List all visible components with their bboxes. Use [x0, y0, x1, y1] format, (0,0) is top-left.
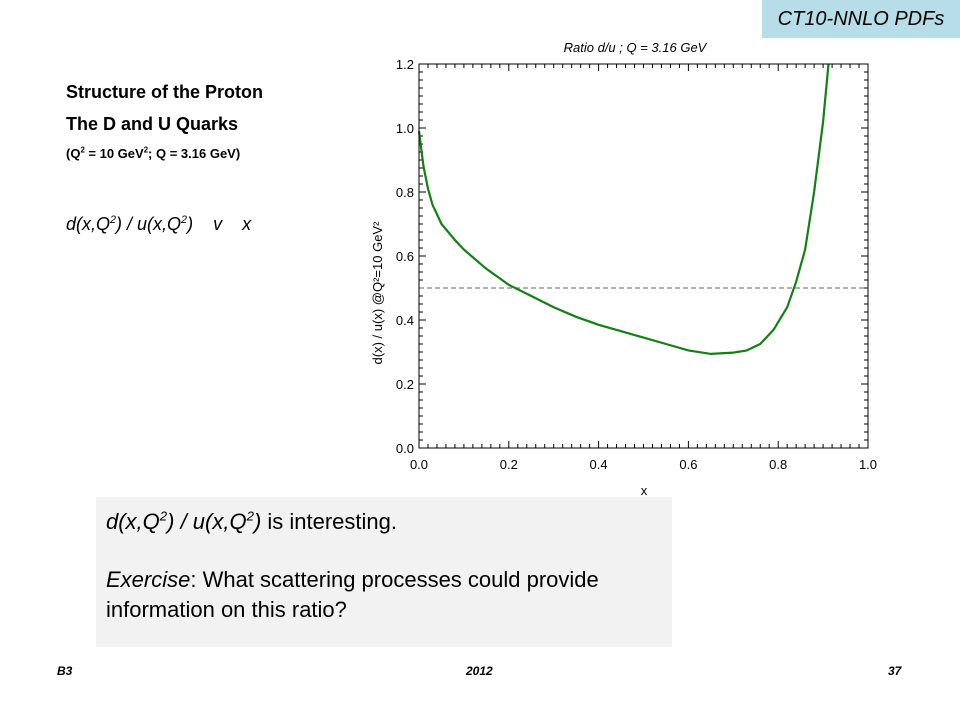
x-tick-label: 1.0 — [859, 457, 877, 472]
pdf-set-tag: CT10-NNLO PDFs — [762, 0, 960, 38]
x-tick-label: 0.8 — [769, 457, 787, 472]
exercise-question: Exercise: What scattering processes coul… — [106, 567, 599, 622]
scale-subtitle: (Q2 = 10 GeV2; Q = 3.16 GeV) — [66, 145, 241, 161]
ratio-chart: Ratio d/u ; Q = 3.16 GeV d(x) / u(x) @Q²… — [370, 40, 877, 498]
x-tick-label: 0.4 — [590, 457, 608, 472]
note-line-1: d(x,Q2) / u(x,Q2) is interesting. — [106, 508, 397, 534]
du-ratio-curve — [417, 63, 830, 356]
y-tick-label: 0.4 — [396, 313, 414, 328]
y-tick-label: 1.0 — [396, 121, 414, 136]
x-tick-label: 0.6 — [679, 457, 697, 472]
y-tick-label: 1.2 — [396, 57, 414, 72]
y-tick-label: 0.0 — [396, 441, 414, 456]
heading-structure: Structure of the Proton — [66, 82, 263, 102]
y-axis-label: d(x) / u(x) @Q²=10 GeV² — [370, 221, 385, 365]
plot-frame — [418, 63, 869, 449]
footer-course: B3 — [57, 664, 73, 678]
chart-title: Ratio d/u ; Q = 3.16 GeV — [564, 40, 708, 55]
footer-page-number: 37 — [888, 664, 902, 678]
y-tick-label: 0.2 — [396, 377, 414, 392]
y-tick-label: 0.6 — [396, 249, 414, 264]
ratio-label: d(x,Q2) / u(x,Q2) v x — [66, 214, 252, 234]
x-axis-label: x — [641, 483, 648, 498]
heading-quarks: The D and U Quarks — [66, 114, 239, 134]
exercise-box: d(x,Q2) / u(x,Q2) is interesting. Exerci… — [96, 497, 672, 647]
x-tick-label: 0.0 — [410, 457, 428, 472]
x-tick-label: 0.2 — [500, 457, 518, 472]
footer-year: 2012 — [466, 664, 493, 678]
y-tick-label: 0.8 — [396, 185, 414, 200]
